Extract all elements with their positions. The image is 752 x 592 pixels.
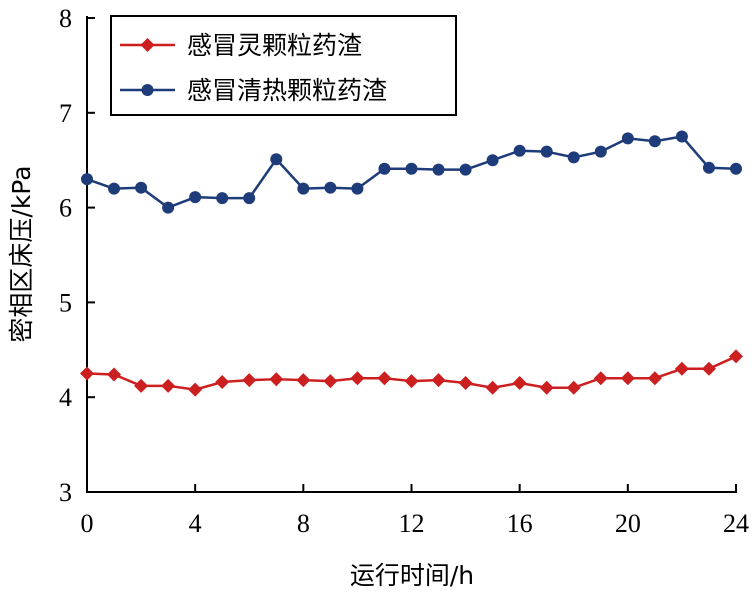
y-tick-label: 7 bbox=[59, 99, 72, 128]
x-tick-label: 24 bbox=[723, 509, 749, 538]
x-tick-label: 20 bbox=[615, 509, 641, 538]
data-point bbox=[540, 145, 553, 158]
data-point bbox=[161, 378, 176, 393]
data-point bbox=[459, 163, 472, 176]
y-axis-title: 密相区床压/kPa bbox=[7, 165, 36, 342]
data-point bbox=[567, 151, 580, 164]
data-point bbox=[621, 132, 634, 145]
data-point bbox=[432, 163, 445, 176]
data-point bbox=[80, 366, 94, 381]
y-tick-label: 3 bbox=[59, 478, 72, 507]
data-point bbox=[647, 371, 662, 386]
data-point bbox=[215, 375, 230, 390]
series-1 bbox=[80, 349, 743, 397]
data-point bbox=[188, 382, 203, 397]
data-point bbox=[297, 182, 310, 195]
data-point bbox=[377, 371, 392, 386]
data-point bbox=[539, 380, 554, 395]
data-point bbox=[674, 361, 689, 376]
legend-label-series-1: 感冒灵颗粒药渣 bbox=[187, 31, 362, 60]
data-point bbox=[513, 144, 526, 157]
legend-box bbox=[110, 15, 457, 116]
data-point bbox=[323, 374, 338, 389]
legend-marker-series-2 bbox=[141, 84, 154, 96]
y-tick-label: 4 bbox=[59, 383, 72, 412]
data-point bbox=[216, 192, 229, 205]
data-point bbox=[648, 135, 661, 148]
data-point bbox=[458, 375, 473, 390]
data-point bbox=[566, 380, 581, 395]
data-point bbox=[594, 145, 607, 158]
series-2 bbox=[81, 130, 742, 214]
data-point bbox=[107, 367, 122, 382]
x-ticks: 0 4 8 12 16 20 24 bbox=[81, 484, 749, 538]
data-point bbox=[243, 192, 256, 205]
x-axis-title: 运行时间/h bbox=[350, 561, 474, 590]
data-point bbox=[351, 182, 364, 195]
data-point bbox=[729, 349, 743, 364]
legend-label-series-2: 感冒清热颗粒药渣 bbox=[187, 76, 387, 105]
x-tick-label: 16 bbox=[507, 509, 533, 538]
x-tick-label: 4 bbox=[189, 509, 202, 538]
data-point bbox=[162, 201, 175, 214]
data-point bbox=[431, 373, 446, 388]
data-point bbox=[134, 378, 149, 393]
data-point bbox=[701, 361, 716, 376]
legend: 感冒灵颗粒药渣 感冒清热颗粒药渣 bbox=[110, 15, 457, 116]
data-point bbox=[620, 371, 635, 386]
legend-marker-series-1 bbox=[140, 38, 155, 52]
series-group bbox=[80, 130, 743, 397]
y-tick-label: 8 bbox=[59, 4, 72, 33]
data-point bbox=[81, 173, 93, 186]
y-ticks: 3 4 5 6 7 8 bbox=[59, 4, 95, 507]
data-point bbox=[730, 162, 742, 175]
data-point bbox=[189, 191, 202, 204]
data-point bbox=[135, 181, 148, 194]
data-point bbox=[324, 181, 337, 194]
data-point bbox=[296, 373, 311, 388]
x-tick-label: 12 bbox=[399, 509, 425, 538]
data-point bbox=[512, 375, 527, 390]
data-point bbox=[485, 380, 500, 395]
data-point bbox=[702, 161, 715, 174]
data-point bbox=[593, 371, 608, 386]
data-point bbox=[378, 162, 391, 175]
data-point bbox=[405, 162, 418, 175]
data-point bbox=[350, 371, 365, 386]
x-tick-label: 0 bbox=[81, 509, 94, 538]
data-point bbox=[486, 154, 499, 167]
y-tick-label: 5 bbox=[59, 288, 72, 317]
data-point bbox=[675, 130, 688, 143]
y-tick-label: 6 bbox=[59, 194, 72, 223]
x-tick-label: 8 bbox=[297, 509, 310, 538]
data-point bbox=[270, 153, 283, 166]
data-point bbox=[269, 372, 284, 387]
data-point bbox=[404, 374, 419, 389]
data-point bbox=[242, 373, 257, 388]
data-point bbox=[108, 182, 121, 195]
